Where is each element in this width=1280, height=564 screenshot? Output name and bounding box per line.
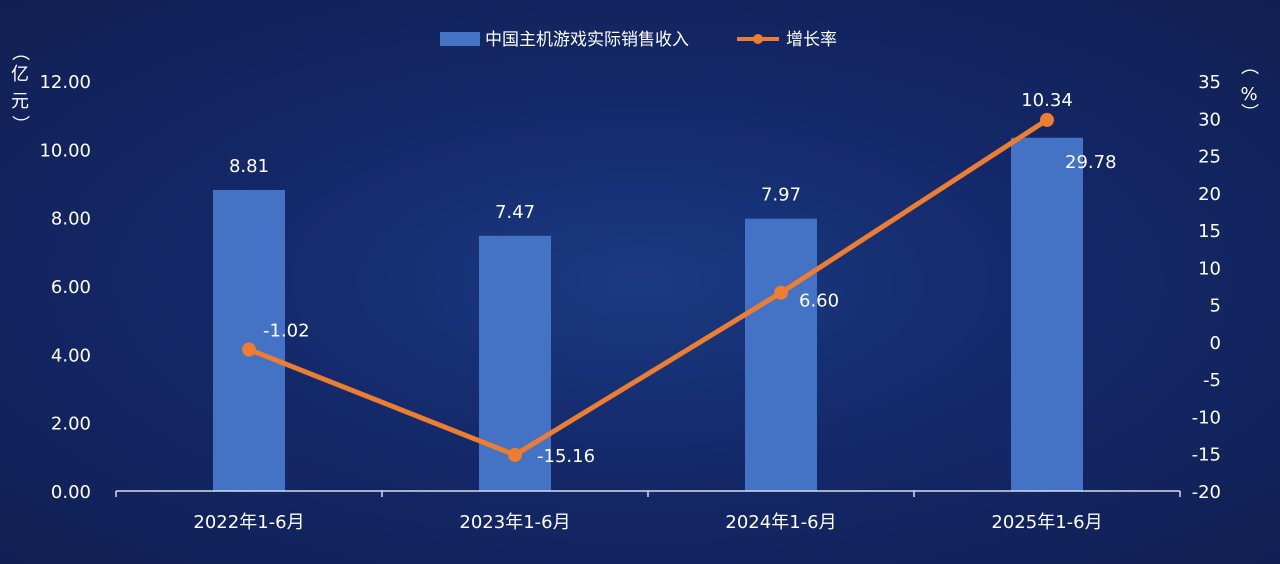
bar-data-label: 10.34 <box>1021 90 1073 111</box>
x-tick-label: 2024年1-6月 <box>725 512 836 533</box>
line-data-labels: -1.02 -15.16 6.60 29.78 <box>263 152 1117 467</box>
bar <box>213 189 285 491</box>
right-unit-char: （ <box>1238 57 1259 75</box>
legend-label-line: 增长率 <box>786 30 837 50</box>
right-tick-label: 30 <box>1198 109 1221 130</box>
growth-point <box>508 447 522 462</box>
line-data-label: 29.78 <box>1065 152 1117 173</box>
bar <box>745 218 817 492</box>
right-unit-char: ） <box>1238 103 1259 121</box>
left-tick-label: 4.00 <box>51 345 91 366</box>
right-tick-label: 25 <box>1198 147 1221 168</box>
right-axis-unit-label: （%） <box>1238 57 1259 121</box>
x-tick-label: 2022年1-6月 <box>193 512 304 533</box>
line-data-label: -15.16 <box>537 446 595 467</box>
left-tick-label: 8.00 <box>51 209 91 230</box>
legend-swatch-bar <box>440 32 480 46</box>
x-tick-label: 2023年1-6月 <box>459 512 570 533</box>
left-unit-char: 元 <box>11 91 29 112</box>
right-tick-label: -20 <box>1192 482 1221 503</box>
right-tick-label: 20 <box>1198 184 1221 205</box>
x-tick-label: 2025年1-6月 <box>991 512 1102 533</box>
left-tick-label: 12.00 <box>39 72 91 93</box>
bar-data-label: 7.47 <box>495 202 535 223</box>
left-tick-label: 10.00 <box>39 140 91 161</box>
growth-line <box>248 117 1049 458</box>
bar-data-label: 7.97 <box>761 185 801 206</box>
bar-data-labels: 8.81 7.47 7.97 10.34 <box>229 90 1073 223</box>
right-tick-label: -15 <box>1192 445 1221 466</box>
legend-swatch-marker <box>753 34 763 44</box>
bar-series <box>213 137 1083 492</box>
right-tick-label: -5 <box>1203 370 1221 391</box>
right-tick-label: 0 <box>1210 333 1221 354</box>
left-unit-char: （ <box>9 43 30 61</box>
right-tick-label: 15 <box>1198 221 1221 242</box>
line-data-label: -1.02 <box>263 321 310 342</box>
right-tick-label: 35 <box>1198 72 1221 93</box>
growth-point <box>1040 112 1054 127</box>
right-tick-label: 5 <box>1210 296 1221 317</box>
bar <box>1011 137 1083 491</box>
left-tick-label: 2.00 <box>51 414 91 435</box>
growth-point <box>242 342 256 357</box>
growth-point <box>774 285 788 300</box>
left-axis-unit-label: （ 亿元 ） <box>9 43 30 133</box>
left-axis-ticks: 0.00 2.00 4.00 6.00 8.00 10.00 12.00 <box>39 72 91 503</box>
left-unit-char: ） <box>9 115 30 133</box>
bar-data-label: 8.81 <box>229 156 269 177</box>
x-axis: 2022年1-6月 2023年1-6月 2024年1-6月 2025年1-6月 <box>115 490 1181 533</box>
right-tick-label: -10 <box>1192 407 1221 428</box>
left-tick-label: 6.00 <box>51 277 91 298</box>
right-unit-char: % <box>1240 84 1257 105</box>
left-tick-label: 0.00 <box>51 482 91 503</box>
right-tick-label: 10 <box>1198 258 1221 279</box>
legend-label-bar: 中国主机游戏实际销售收入 <box>485 30 689 50</box>
line-series <box>242 112 1054 462</box>
line-data-label: 6.60 <box>799 291 839 312</box>
legend: 中国主机游戏实际销售收入 增长率 <box>440 30 837 50</box>
right-axis-ticks: -20 -15 -10 -5 0 5 10 15 20 25 30 35 <box>1192 72 1221 503</box>
left-unit-char: 亿 <box>11 64 29 85</box>
